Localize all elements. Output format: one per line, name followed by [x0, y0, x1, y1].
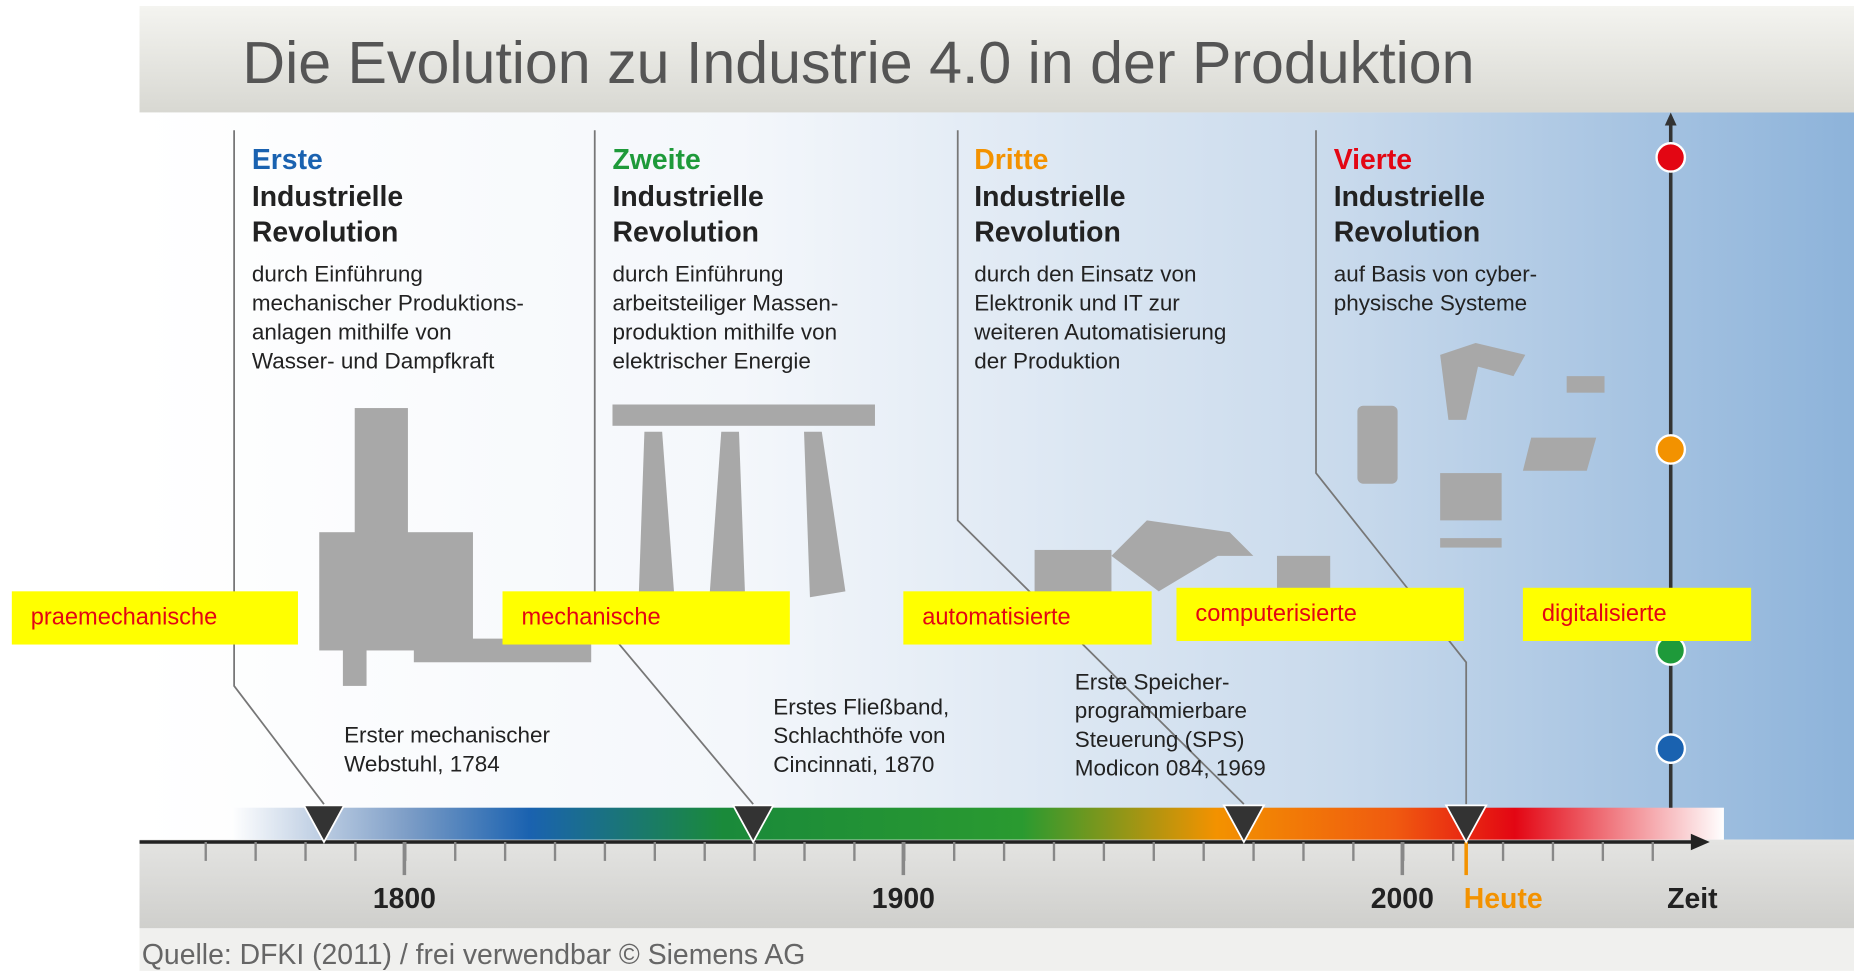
description: der Produktion — [974, 348, 1120, 373]
milestone: Steuerung (SPS) — [1075, 727, 1245, 752]
year-label: 2000 — [1371, 883, 1434, 915]
year-label: 1800 — [373, 883, 436, 915]
description: mechanischer Produktions- — [252, 291, 524, 316]
infographic: Die Evolution zu Industrie 4.0 in der Pr… — [0, 0, 1854, 971]
axis-label: Zeit — [1667, 883, 1718, 915]
description: arbeitsteiliger Massen- — [612, 291, 838, 316]
heading: Industrielle — [1334, 181, 1485, 213]
milestone: Erster mechanischer — [344, 723, 550, 748]
description: Elektronik und IT zur — [974, 291, 1180, 316]
level-dot — [1657, 435, 1685, 463]
ordinal: Erste — [252, 144, 323, 176]
description: auf Basis von cyber- — [1334, 262, 1537, 287]
title: Die Evolution zu Industrie 4.0 in der Pr… — [242, 29, 1474, 96]
milestone: Erstes Fließband, — [773, 694, 949, 719]
today-label: Heute — [1464, 883, 1543, 915]
description: elektrischer Energie — [612, 348, 810, 373]
description: anlagen mithilfe von — [252, 319, 452, 344]
description: physische Systeme — [1334, 291, 1527, 316]
stage-label: computerisierte — [1195, 601, 1357, 627]
ordinal: Dritte — [974, 144, 1048, 176]
heading: Revolution — [612, 216, 759, 248]
description: weiteren Automatisierung — [973, 319, 1226, 344]
level-dot — [1657, 143, 1685, 171]
stage-label: digitalisierte — [1542, 601, 1667, 627]
page: { "title": "Die Evolution zu Industrie 4… — [0, 0, 1854, 971]
stage-label: automatisierte — [922, 604, 1070, 630]
source: Quelle: DFKI (2011) / frei verwendbar © … — [142, 939, 805, 971]
ordinal: Zweite — [612, 144, 700, 176]
stage-label: mechanische — [521, 604, 660, 630]
milestone: Webstuhl, 1784 — [344, 751, 500, 776]
milestone: Schlachthöfe von — [773, 723, 945, 748]
milestone: Cincinnati, 1870 — [773, 752, 934, 777]
level-dot — [1657, 734, 1685, 762]
color-band — [231, 808, 1724, 840]
heading: Revolution — [1334, 216, 1481, 248]
milestone: programmierbare — [1075, 698, 1247, 723]
milestone: Modicon 084, 1969 — [1075, 756, 1266, 781]
heading: Industrielle — [612, 181, 763, 213]
heading: Revolution — [974, 216, 1121, 248]
description: durch Einführung — [252, 262, 423, 287]
heading: Revolution — [252, 216, 399, 248]
description: durch Einführung — [612, 262, 783, 287]
milestone: Erste Speicher- — [1075, 669, 1230, 694]
year-label: 1900 — [872, 883, 935, 915]
ordinal: Vierte — [1334, 144, 1412, 176]
heading: Industrielle — [974, 181, 1125, 213]
heading: Industrielle — [252, 181, 403, 213]
description: Wasser- und Dampfkraft — [252, 348, 495, 373]
description: produktion mithilfe von — [612, 319, 837, 344]
description: durch den Einsatz von — [974, 262, 1196, 287]
stage-label: praemechanische — [31, 604, 218, 630]
